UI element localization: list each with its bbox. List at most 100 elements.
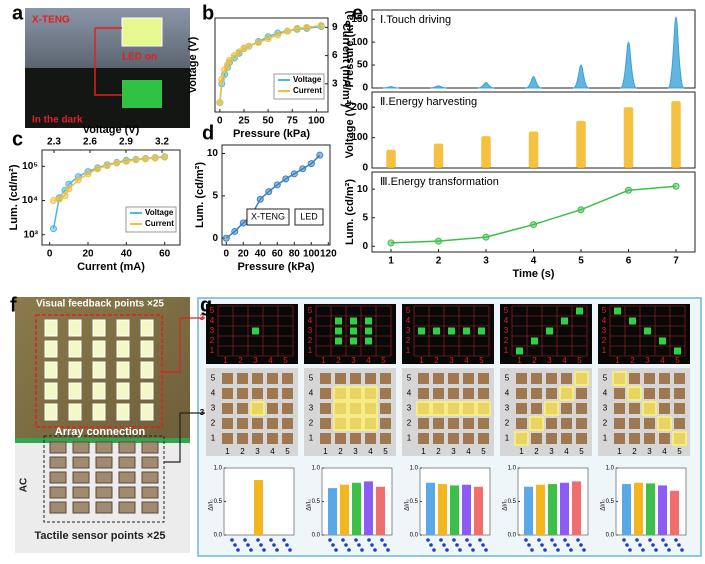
x-tick-label: 20 (82, 249, 94, 260)
x2-tick-label: 2.3 (47, 137, 61, 148)
floor-dot (458, 548, 462, 552)
y-tick-label: 5 (362, 212, 368, 223)
sensor-axis-label: 2 (407, 419, 412, 428)
bar (328, 488, 337, 535)
sensor-cell (659, 403, 670, 414)
floor-dot (680, 548, 684, 552)
sensor-cell (335, 433, 346, 444)
floor-dot (664, 543, 668, 547)
point (50, 225, 57, 233)
lit-led (335, 327, 342, 335)
x-tick-label: 80 (289, 249, 301, 260)
sensor-cell (433, 433, 444, 444)
x-tick-label: 25 (238, 116, 250, 127)
bar-y-label: ΔI/I₀ (405, 499, 411, 511)
x2-tick-label: 2.9 (119, 137, 133, 148)
floor-dot (638, 543, 642, 547)
bar-y-label: ΔI/I₀ (601, 499, 607, 511)
floor-dot (439, 538, 443, 542)
sensor-cell (418, 418, 429, 429)
y-tick-label: 150 (351, 14, 368, 25)
lit-led (365, 327, 372, 335)
sensor (118, 501, 136, 514)
led-axis-label: 2 (532, 356, 537, 365)
floor-dot (563, 538, 567, 542)
sensor-cell (433, 388, 444, 399)
y-tick-label: 0 (212, 233, 218, 244)
sensor-cell (320, 418, 331, 429)
led-axis-label: 3 (351, 356, 356, 365)
sensor-cell (320, 403, 331, 414)
sensor-axis-label: 2 (211, 419, 216, 428)
legend-label: Voltage (145, 208, 174, 217)
sensor-cell (237, 433, 248, 444)
point (256, 195, 264, 203)
floor-dot (262, 548, 266, 552)
sensor-axis-label: 5 (407, 374, 412, 383)
bar (426, 482, 435, 535)
pressed-cell (363, 401, 378, 416)
sensor-cell (252, 373, 263, 384)
connector (162, 317, 205, 373)
lit-led (252, 327, 259, 335)
lit-led (674, 347, 681, 355)
photo-f-strip (15, 438, 190, 443)
y2-tick-label: 6 (332, 50, 338, 61)
sensor-axis-label: 5 (383, 447, 388, 456)
sensor (118, 456, 136, 469)
sensor-axis-label: 2 (603, 419, 608, 428)
floor-dot (527, 543, 531, 547)
pressed-cell (363, 416, 378, 431)
point (283, 27, 291, 35)
led-axis-label: 5 (602, 306, 607, 315)
led-axis-label: 3 (406, 326, 411, 335)
bar (572, 481, 581, 535)
sensor-axis-label: 4 (466, 447, 471, 456)
sensor-cell (365, 373, 376, 384)
led-axis-label: 4 (308, 316, 313, 325)
point (235, 48, 243, 56)
y-axis-label: Voltage (V) (344, 101, 356, 158)
sensor-axis-label: 4 (505, 389, 510, 398)
floor-dot (667, 548, 671, 552)
sensor-axis-label: 1 (603, 434, 608, 443)
y-tick-label: 100 (351, 37, 368, 48)
bar (474, 486, 483, 535)
point (218, 75, 226, 83)
x-tick-label: 40 (255, 249, 267, 260)
floor-dot (648, 538, 652, 542)
pressed-cell (514, 431, 529, 446)
legend-label: Current (145, 219, 174, 228)
led-strip (140, 403, 154, 421)
led-strip (92, 340, 106, 358)
sensor (141, 486, 159, 499)
sensor-axis-label: 4 (603, 389, 608, 398)
y-tick-label: 0.0 (312, 533, 321, 539)
sensor-cell (252, 388, 263, 399)
led-strip (44, 361, 58, 379)
sensor (95, 471, 113, 484)
sensor-cell (478, 388, 489, 399)
led-axis-label: 3 (547, 356, 552, 365)
panel-label: d (202, 122, 214, 144)
floor-dot (625, 543, 629, 547)
pressed-cell (333, 416, 348, 431)
led-axis-label: 3 (210, 326, 215, 335)
sensor (95, 456, 113, 469)
floor-dot (429, 543, 433, 547)
led-axis-label: 3 (253, 356, 258, 365)
bar (524, 486, 533, 535)
point (94, 165, 102, 173)
sensor-axis-label: 5 (481, 447, 486, 456)
sensor-axis-label: 2 (240, 447, 245, 456)
plot-frame (41, 149, 181, 246)
led-axis-label: 1 (615, 356, 620, 365)
floor-dot (282, 538, 286, 542)
point (142, 155, 149, 163)
floor-dot (275, 548, 279, 552)
point (161, 153, 169, 161)
bar (352, 482, 361, 535)
led-strip (68, 382, 82, 400)
y-tick-label: 0 (362, 163, 368, 174)
floor-dot (524, 538, 528, 542)
